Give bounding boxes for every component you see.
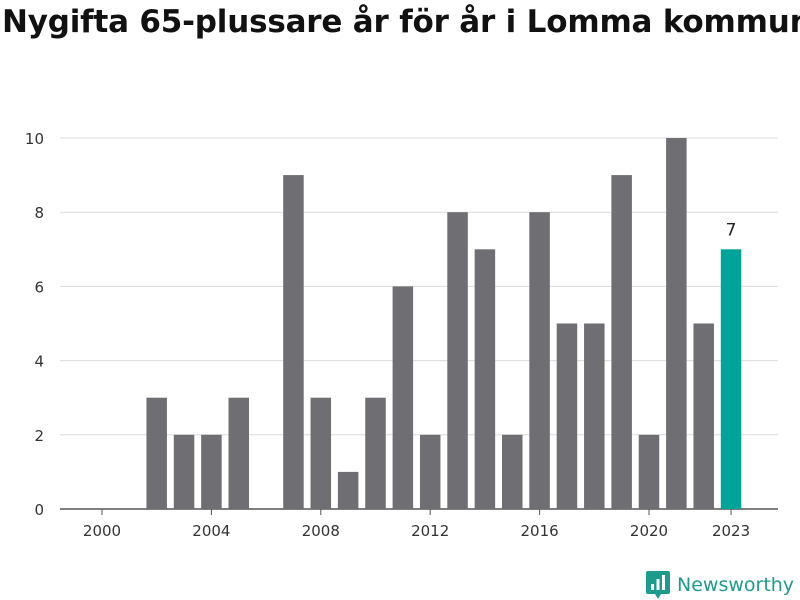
bar-2014 [474,249,496,510]
bar-2023 [720,249,742,510]
bar-2018 [584,323,605,509]
data-labels: 7 [726,220,737,240]
bar-2010 [365,397,386,509]
y-tick-label: 0 [34,501,44,519]
x-tick-label: 2004 [192,522,230,540]
bar-2017 [556,323,578,509]
x-tick-label: 2020 [630,522,668,540]
bars [146,138,742,510]
chart-title: Nygifta 65-plussare år för år i Lomma ko… [2,4,800,40]
bar-2022 [693,323,714,509]
y-tick-label: 6 [34,278,44,296]
bar-2007 [283,175,304,509]
x-tick-label: 2016 [521,522,559,540]
data-label-2023: 7 [726,220,737,240]
bar-2011 [392,286,414,509]
bar-2008 [310,397,332,509]
bar-2002 [146,397,167,509]
x-tick-label: 2000 [83,522,121,540]
bar-2016 [529,212,550,509]
y-tick-label: 10 [25,130,44,148]
y-tick-label: 2 [34,427,44,445]
y-tick-label: 8 [34,204,44,222]
bar-2013 [447,212,468,509]
bar-2021 [666,138,687,509]
x-axis-ticks: 2000 2004 2008 2012 2016 2020 2023 [83,509,750,540]
newsworthy-icon [646,571,670,599]
bar-2015 [502,434,523,509]
bar-2009 [337,471,359,509]
brand-name: Newsworthy [677,574,795,596]
x-tick-label: 2023 [712,522,750,540]
bar-2004 [201,434,222,509]
y-tick-label: 4 [34,353,44,371]
bar-2003 [173,434,195,509]
newsworthy-logo[interactable]: Newsworthy [645,570,794,600]
x-tick-label: 2012 [411,522,449,540]
x-tick-label: 2008 [302,522,340,540]
bar-2019 [611,175,632,509]
bar-2012 [419,434,441,509]
bar-2020 [638,434,660,509]
bar-2005 [228,397,249,509]
y-axis-ticks: 0 2 4 6 8 10 [25,130,44,519]
